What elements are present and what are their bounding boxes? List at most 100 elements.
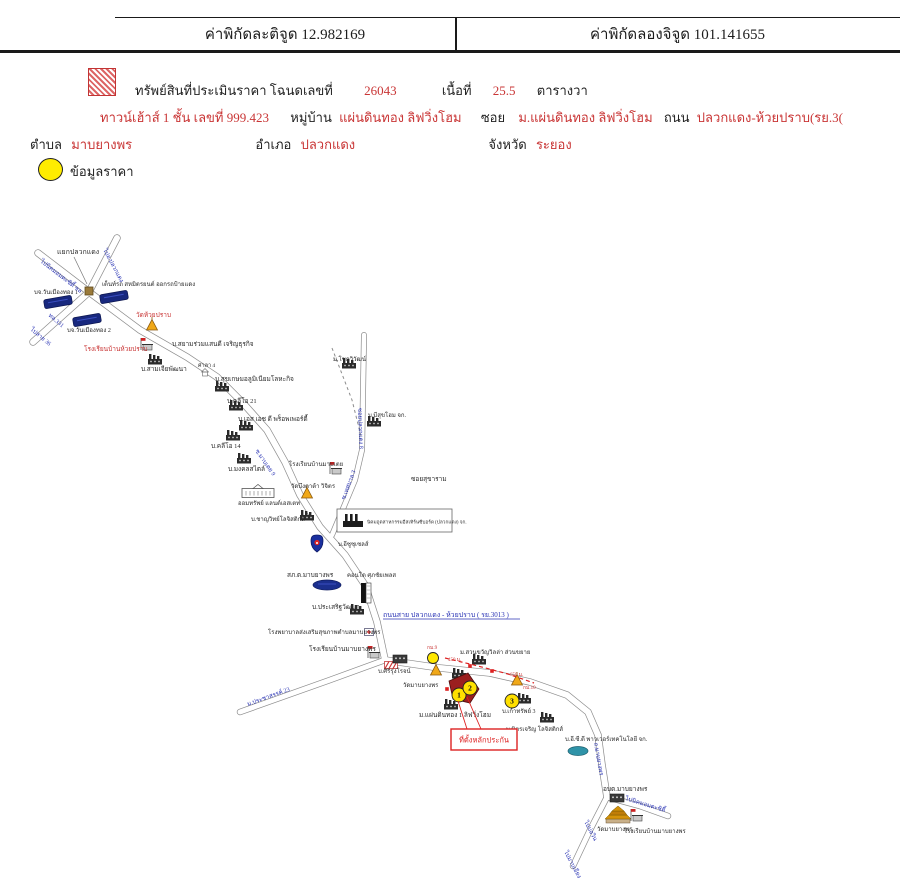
condo-icon (361, 582, 372, 604)
factory-icon (472, 654, 486, 665)
school-icon (329, 462, 342, 475)
property-description: ทาวน์เฮ้าส์ 1 ชั้น เลขที่ 999.423 (100, 110, 269, 125)
fac-icon (444, 699, 458, 710)
fac-icon (342, 358, 356, 369)
fac-icon (237, 453, 251, 464)
map-label: บ.สามเจียพัฒนา (141, 365, 187, 373)
area-unit: ตารางวา (536, 83, 588, 98)
fac-icon (215, 381, 229, 392)
school-icon (329, 462, 342, 475)
latitude-cell: ค่าพิกัดละติจูด 12.982169 (115, 22, 455, 48)
price-marker: 2 (462, 680, 478, 696)
km-dot-icon (427, 652, 439, 664)
road (570, 794, 610, 869)
ptt-icon (310, 534, 324, 553)
temple-icon (510, 672, 524, 686)
condo-building-icon (361, 582, 372, 604)
fac-icon (540, 712, 554, 723)
map-label: บ.เอส เอช ดี พร็อพเพอร์ตี้ (238, 414, 309, 423)
road (35, 250, 92, 295)
map-label: สภ.ต.มาบยางพร (287, 572, 334, 579)
map-label: โรงเรียนบ้านมาบยางพร (624, 827, 686, 835)
map-label: บจ.วันเมืองทอง 1 (34, 288, 78, 296)
school-icon (630, 809, 643, 822)
map-label: บ.สุขเกษมอลูมิเนียมโลหะกิจ (215, 375, 294, 383)
longitude-cell: ค่าพิกัดลองจิจูด 101.141655 (455, 22, 900, 48)
map-label: ถนนสาย ปลวกแดง - ห้วยปราบ ( รย.3013 ) (383, 611, 509, 619)
map-label: บ.อี.ซี.ดี พาวเวอร์เทคโนโลยี จก. (565, 735, 648, 743)
school-icon (140, 338, 153, 351)
amphoe-name: ปลวกแดง (300, 137, 356, 152)
map-label: ม.โชควิวัฒน์ (333, 355, 366, 363)
goldtemple-icon (604, 805, 632, 824)
map-label: วัดบึงตาต้า วิจิตร (291, 483, 336, 490)
map-label: บ.มีสุขโฮม จก. (368, 411, 407, 419)
factory-icon (239, 420, 253, 431)
village-name: แผ่นดินทอง ลิฟวิ่งโฮม (339, 110, 462, 125)
temple-icon (145, 317, 159, 331)
map-label: ซอยสุขาราม (411, 476, 447, 483)
office-building-icon (392, 654, 408, 664)
temple-icon (300, 485, 314, 499)
wh-icon (99, 290, 129, 304)
road (237, 657, 388, 715)
map-label: วัดมาบยางพร (597, 826, 633, 833)
factory-icon (148, 354, 162, 365)
deed-number: 26043 (364, 83, 397, 98)
shrine-icon (200, 368, 210, 377)
factory-icon (444, 699, 458, 710)
area-value: 25.5 (492, 83, 516, 98)
estate-label-box (336, 508, 453, 533)
thai-temple-icon (604, 805, 632, 824)
map-label: บ.คลีโอ 14 (211, 442, 241, 450)
longitude-value: 101.141655 (693, 27, 765, 43)
map-label: บ.เก้าทรัพย์ 3 (502, 707, 536, 715)
factory-icon (237, 453, 251, 464)
road (329, 332, 367, 538)
map-label: ม.แผ่นดินทอง 1 ลิฟวิ่งโฮม (419, 710, 491, 719)
factory-icon (367, 416, 381, 427)
map-label: อบต.มาบยางพร (603, 786, 648, 793)
callout-pointer-line (466, 696, 482, 730)
collateral-callout-box (450, 728, 518, 751)
map-label: ม.สวนขวัญวิลล่า ส่วนขยาย (460, 649, 530, 656)
header-divider (455, 17, 457, 51)
factory-icon (350, 604, 364, 615)
soi-label: ซอย (480, 110, 506, 125)
warehouse-icon (43, 295, 73, 309)
map-label: บ.มงคลสไตล์ (228, 465, 265, 473)
svg-text:1: 1 (457, 691, 461, 700)
area-label: เนื้อที่ (441, 83, 472, 98)
wh-icon (43, 295, 73, 309)
map-label: คอนโด ศุภชัยเพลส (347, 571, 396, 579)
map-label: วัดมาบยางพร (403, 682, 439, 689)
route-dot (445, 687, 449, 691)
road-name: ปลวกแดง-ห้วยปราบ(รย.3( (696, 110, 843, 125)
factory-icon (215, 381, 229, 392)
callout-pointer-line (457, 700, 468, 730)
dark-icon (392, 654, 408, 664)
office-building-icon (609, 793, 625, 803)
map-label: กม.10 (523, 686, 536, 691)
fac-icon (300, 510, 314, 521)
fac-icon (226, 430, 240, 441)
map-label: บ.คลีโอ 21 (227, 397, 257, 405)
tambon-name: มาบยางพร (71, 137, 133, 152)
estate-label-text: นิคมอุตสาหกรรมอีสเทิร์นซีบอร์ด (ปลวกแดง)… (367, 519, 467, 526)
map-label: ออมทรัพย์ แลนด์เอสเตท (238, 499, 300, 507)
road (382, 657, 610, 800)
factory-icon (229, 400, 243, 411)
cross-icon (84, 286, 94, 296)
fac-icon (367, 416, 381, 427)
temple-icon (145, 317, 159, 331)
map-label: โรงเรียนบ้านมาบยางพร (309, 645, 376, 653)
map-label: เต็นท์รถ สหมิตรยนต์ ออกรถป้ายแดง (102, 279, 195, 288)
header-top-border (115, 17, 900, 18)
fac-icon (148, 354, 162, 365)
route-dot (468, 664, 472, 668)
map-label: บ.สยามร่วมแสนดี เจริญธุรกิจ (172, 340, 254, 348)
fac-icon (350, 604, 364, 615)
svg-text:2: 2 (468, 684, 472, 693)
map-label: กม.9 (427, 646, 438, 651)
map-label: โรงเรียนบ้านมาบเตย (289, 460, 343, 468)
